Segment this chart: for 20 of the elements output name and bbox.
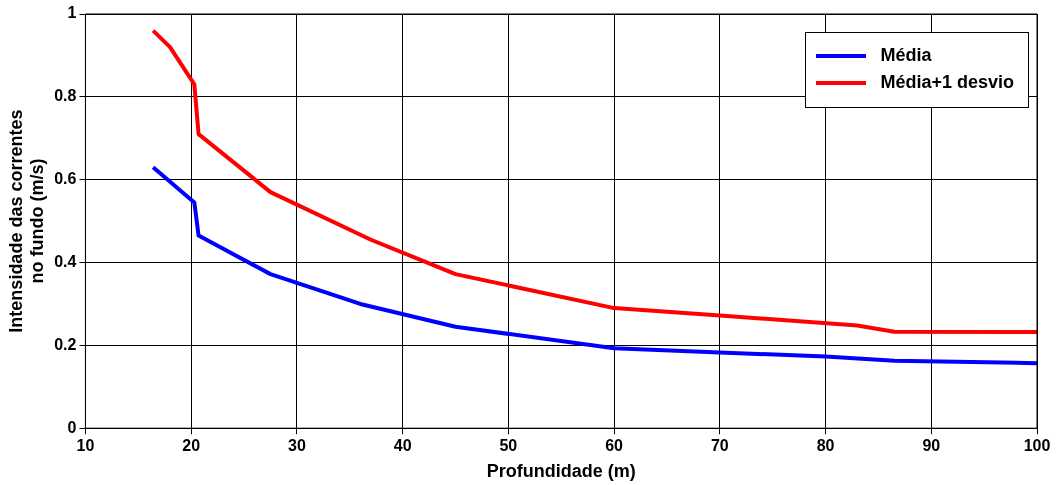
x-tick-label: 60 (605, 437, 624, 455)
y-tick-label: 0.6 (54, 170, 77, 188)
y-axis-title: Intensidade das correntes no fundo (m/s) (5, 109, 48, 333)
x-tick-label: 80 (816, 437, 835, 455)
y-tick-label: 1 (67, 4, 77, 22)
y-tick-label: 0.2 (54, 335, 77, 353)
y-tick-label: 0 (67, 418, 77, 436)
x-tick-label: 40 (393, 437, 412, 455)
x-tick-label: 90 (922, 437, 941, 455)
x-tick-label: 20 (182, 437, 201, 455)
y-tick-label: 0.8 (54, 87, 77, 105)
legend-label: Média (880, 45, 932, 66)
legend-label: Média+1 desvio (880, 72, 1014, 93)
y-tick-label: 0.4 (54, 252, 77, 270)
x-tick-label: 10 (76, 437, 95, 455)
x-tick-label: 50 (499, 437, 518, 455)
x-axis-title: Profundidade (m) (486, 461, 636, 482)
x-tick-label: 100 (1023, 437, 1051, 455)
x-tick-label: 30 (288, 437, 306, 455)
x-tick-label: 70 (710, 437, 729, 455)
